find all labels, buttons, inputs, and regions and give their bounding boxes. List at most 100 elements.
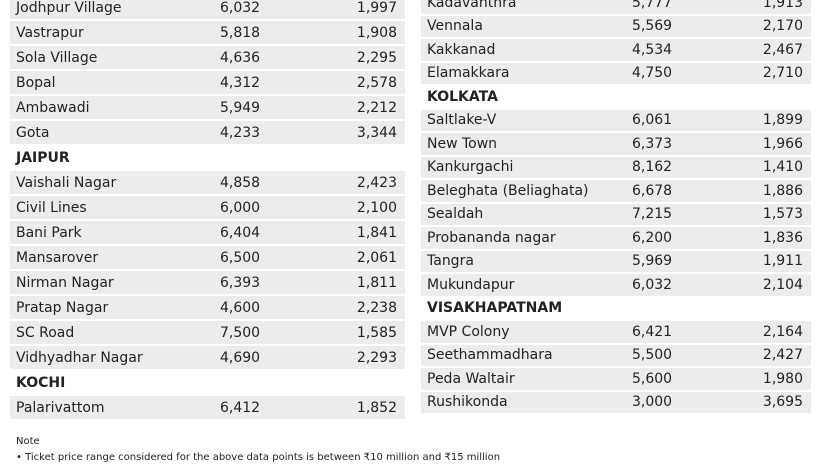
table-row: Vidhyadhar Nagar 4,690 2,293 — [10, 346, 405, 371]
price-cell: 6,412 — [220, 399, 261, 416]
place-cell: KOCHI — [16, 374, 66, 391]
value-cell: 2,467 — [762, 41, 803, 58]
table-row: Palarivattom 6,412 1,852 — [10, 396, 405, 421]
value-cell: 1,852 — [356, 399, 397, 416]
price-cell: 4,750 — [632, 65, 673, 82]
section-heading: KOCHI — [10, 371, 405, 396]
price-cell: 5,969 — [632, 253, 673, 270]
price-cell: 6,000 — [220, 199, 261, 216]
place-cell: Seethammadhara — [427, 347, 553, 364]
place-cell: Bopal — [16, 74, 56, 91]
price-cell: 6,421 — [632, 323, 673, 340]
price-cell: 4,858 — [220, 174, 261, 191]
price-cell: 5,949 — [220, 99, 261, 116]
table-row: Civil Lines 6,000 2,100 — [10, 196, 405, 221]
value-cell: 2,427 — [762, 347, 803, 364]
table-row: Gota 4,233 3,344 — [10, 121, 405, 146]
price-cell: 7,215 — [632, 206, 673, 223]
value-cell: 3,344 — [356, 124, 397, 141]
value-cell: 2,578 — [356, 74, 397, 91]
table-row: SC Road 7,500 1,585 — [10, 321, 405, 346]
value-cell: 1,913 — [762, 0, 803, 11]
price-cell: 4,534 — [632, 41, 673, 58]
place-cell: Nirman Nagar — [16, 274, 114, 291]
price-cell: 7,500 — [220, 324, 261, 341]
table-row: Pratap Nagar 4,600 2,238 — [10, 296, 405, 321]
place-cell: Beleghata (Beliaghata) — [427, 182, 589, 199]
value-cell: 1,886 — [762, 182, 803, 199]
place-cell: Probananda nagar — [427, 229, 556, 246]
price-cell: 6,032 — [220, 0, 261, 16]
value-cell: 1,997 — [356, 0, 397, 16]
value-cell: 1,908 — [356, 24, 397, 41]
value-cell: 1,573 — [762, 206, 803, 223]
place-cell: Kankurgachi — [427, 159, 514, 176]
value-cell: 2,212 — [356, 99, 397, 116]
table-row: Saltlake-V 6,061 1,899 — [421, 109, 811, 133]
value-cell: 1,911 — [762, 253, 803, 270]
price-cell: 3,000 — [632, 394, 673, 411]
table-row: Vastrapur 5,818 1,908 — [10, 21, 405, 46]
table-row: Elamakkara 4,750 2,710 — [421, 62, 811, 86]
table-row: Bopal 4,312 2,578 — [10, 71, 405, 96]
table-row: Tangra 5,969 1,911 — [421, 250, 811, 274]
value-cell: 1,841 — [356, 224, 397, 241]
place-cell: Elamakkara — [427, 65, 510, 82]
price-cell: 5,777 — [632, 0, 673, 11]
price-cell: 4,600 — [220, 299, 261, 316]
table-row: Ambawadi 5,949 2,212 — [10, 96, 405, 121]
value-cell: 2,710 — [762, 65, 803, 82]
value-cell: 2,295 — [356, 49, 397, 66]
section-heading: VISAKHAPATNAM — [421, 298, 811, 321]
place-cell: Mansarover — [16, 249, 99, 266]
value-cell: 2,423 — [356, 174, 397, 191]
value-cell: 2,164 — [762, 323, 803, 340]
place-cell: Jodhpur Village — [16, 0, 122, 16]
table-row: Seethammadhara 5,500 2,427 — [421, 344, 811, 368]
place-cell: Peda Waltair — [427, 370, 515, 387]
place-cell: VISAKHAPATNAM — [427, 300, 563, 317]
price-cell: 6,393 — [220, 274, 261, 291]
place-cell: Rushikonda — [427, 394, 508, 411]
value-cell: 1,410 — [762, 159, 803, 176]
place-cell: Saltlake-V — [427, 112, 497, 129]
value-cell: 2,061 — [356, 249, 397, 266]
place-cell: Ambawadi — [16, 99, 90, 116]
note-title: Note — [16, 436, 40, 447]
place-cell: Tangra — [427, 253, 474, 270]
table-row: MVP Colony 6,421 2,164 — [421, 321, 811, 345]
place-cell: Gota — [16, 124, 50, 141]
table-row: Kankurgachi 8,162 1,410 — [421, 156, 811, 180]
price-cell: 6,200 — [632, 229, 673, 246]
place-cell: Pratap Nagar — [16, 299, 109, 316]
table-row: Vennala 5,569 2,170 — [421, 15, 811, 39]
place-cell: SC Road — [16, 324, 75, 341]
place-cell: Palarivattom — [16, 399, 105, 416]
table-row: Mansarover 6,500 2,061 — [10, 246, 405, 271]
table-row: Vaishali Nagar 4,858 2,423 — [10, 171, 405, 196]
price-cell: 6,500 — [220, 249, 261, 266]
value-cell: 2,100 — [356, 199, 397, 216]
place-cell: Kadavanthra — [427, 0, 517, 11]
note-text: • Ticket price range considered for the … — [16, 452, 501, 463]
value-cell: 2,293 — [356, 349, 397, 366]
table-row: Sealdah 7,215 1,573 — [421, 203, 811, 227]
price-cell: 4,636 — [220, 49, 261, 66]
value-cell: 1,811 — [356, 274, 397, 291]
section-heading: KOLKATA — [421, 86, 811, 110]
table-row: Beleghata (Beliaghata) 6,678 1,886 — [421, 180, 811, 204]
price-cell: 4,233 — [220, 124, 261, 141]
price-cell: 5,818 — [220, 24, 261, 41]
place-cell: Sola Village — [16, 49, 98, 66]
table-row: Sola Village 4,636 2,295 — [10, 46, 405, 71]
table-row: Peda Waltair 5,600 1,980 — [421, 368, 811, 392]
value-cell: 1,966 — [762, 135, 803, 152]
table-row: Nirman Nagar 6,393 1,811 — [10, 271, 405, 296]
table-row: Rushikonda 3,000 3,695 — [421, 391, 811, 415]
price-cell: 4,690 — [220, 349, 261, 366]
place-cell: Kakkanad — [427, 41, 496, 58]
place-cell: Vidhyadhar Nagar — [16, 349, 143, 366]
value-cell: 1,836 — [762, 229, 803, 246]
table-row: Mukundapur 6,032 2,104 — [421, 274, 811, 298]
